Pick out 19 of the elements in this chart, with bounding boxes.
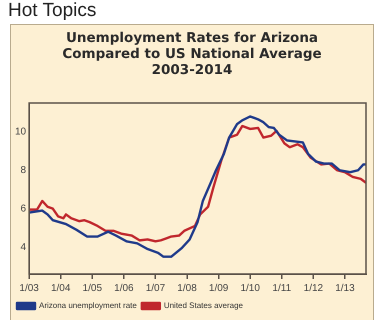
- x-tick-label: 1/07: [146, 282, 166, 294]
- y-tick-label: 4: [20, 242, 27, 253]
- x-tick-label: 1/04: [50, 282, 71, 294]
- x-tick-label: 1/11: [272, 282, 292, 294]
- y-tick-label: 8: [20, 164, 27, 176]
- x-tick-label: 1/06: [114, 282, 134, 294]
- text: Hot Topics: [8, 0, 96, 22]
- legend-label: United States average: [164, 301, 244, 310]
- legend-label: Arizona unemployment rate: [39, 301, 138, 310]
- x-tick-label: 1/08: [177, 282, 198, 294]
- x-tick-label: 1/03: [19, 282, 40, 294]
- x-tick-label: 1/10: [240, 282, 260, 294]
- y-tick-label: 6: [20, 203, 27, 214]
- chart-title: Unemployment Rates for Arizona Compared to US National Average 2003-2014: [62, 30, 322, 78]
- x-tick-label: 1/05: [82, 282, 102, 294]
- y-tick-label: 10: [15, 126, 27, 138]
- x-tick-label: 1/13: [335, 282, 356, 294]
- x-tick-label: 1/09: [208, 282, 229, 294]
- x-tick-label: 1/12: [304, 282, 324, 294]
